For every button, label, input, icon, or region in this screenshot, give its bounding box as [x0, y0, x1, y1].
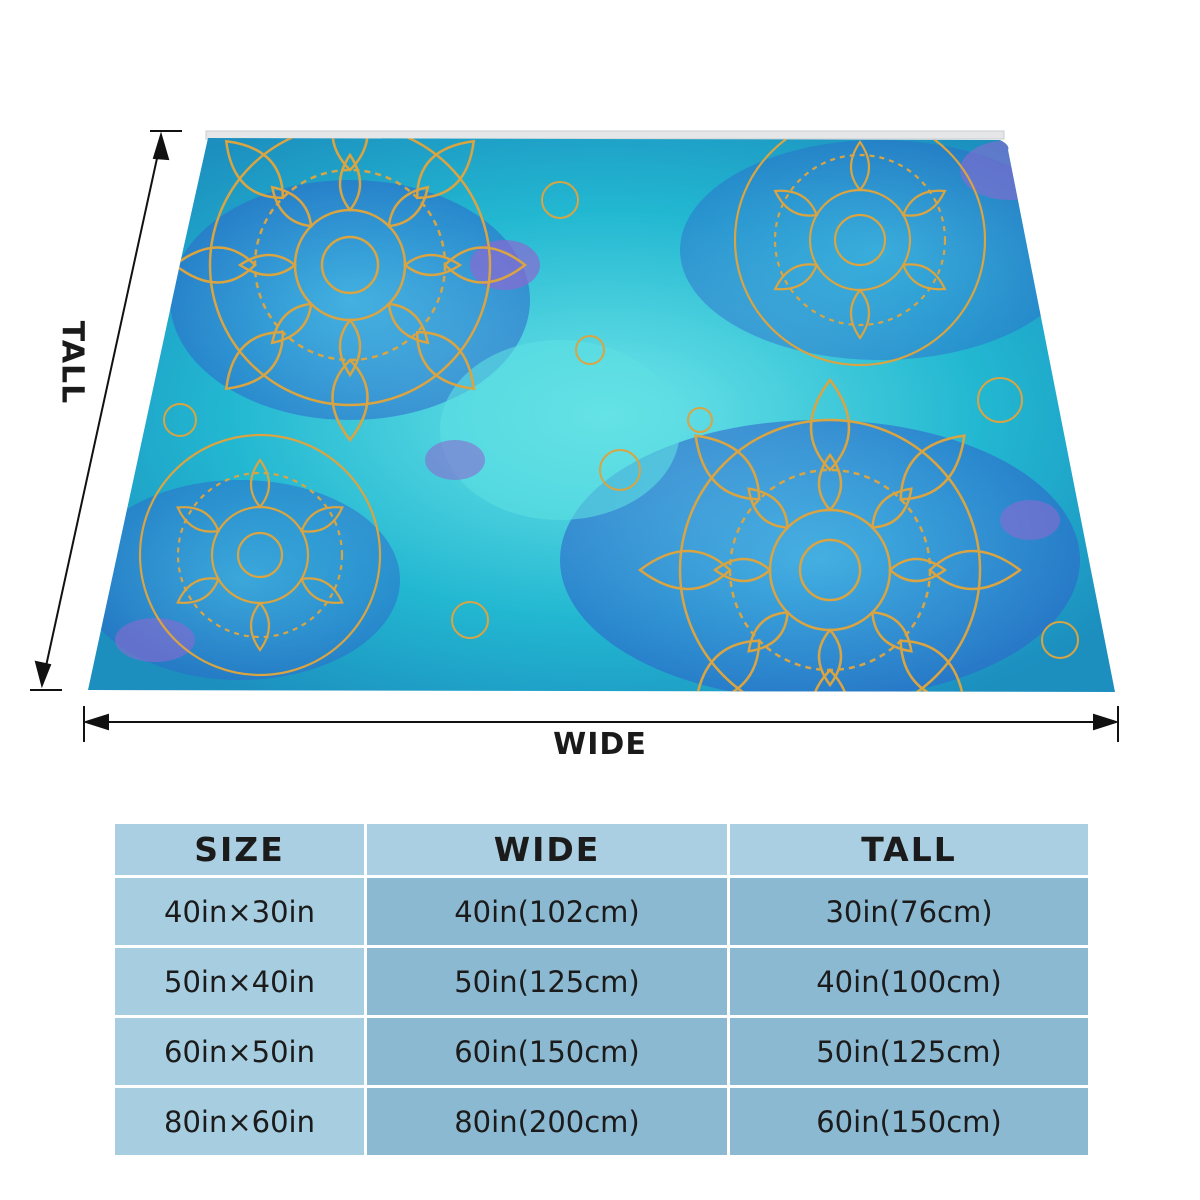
table-row: 50in×40in 50in(125cm) 40in(100cm) — [115, 948, 1088, 1015]
cell-size: 40in×30in — [115, 878, 364, 945]
table-row: 80in×60in 80in(200cm) 60in(150cm) — [115, 1088, 1088, 1155]
cell-wide: 40in(102cm) — [367, 878, 727, 945]
cell-tall: 30in(76cm) — [730, 878, 1088, 945]
size-chart-table: SIZE WIDE TALL 40in×30in 40in(102cm) 30i… — [112, 821, 1091, 1158]
cell-size: 80in×60in — [115, 1088, 364, 1155]
cell-wide: 60in(150cm) — [367, 1018, 727, 1085]
blanket-product-figure — [30, 130, 1120, 742]
cell-wide: 80in(200cm) — [367, 1088, 727, 1155]
table-row: 60in×50in 60in(150cm) 50in(125cm) — [115, 1018, 1088, 1085]
wide-dimension-label: WIDE — [553, 727, 647, 762]
cell-tall: 40in(100cm) — [730, 948, 1088, 1015]
header-wide: WIDE — [367, 824, 727, 875]
cell-wide: 50in(125cm) — [367, 948, 727, 1015]
header-tall: TALL — [730, 824, 1088, 875]
cell-tall: 60in(150cm) — [730, 1088, 1088, 1155]
cell-size: 50in×40in — [115, 948, 364, 1015]
hanging-rod — [205, 130, 1005, 140]
tall-dimension-label: TALL — [54, 320, 90, 405]
cell-tall: 50in(125cm) — [730, 1018, 1088, 1085]
table-header-row: SIZE WIDE TALL — [115, 824, 1088, 875]
table-row: 40in×30in 40in(102cm) 30in(76cm) — [115, 878, 1088, 945]
header-size: SIZE — [115, 824, 364, 875]
blanket-mandala-pattern — [88, 138, 1115, 692]
dimension-arrows — [30, 130, 1120, 742]
cell-size: 60in×50in — [115, 1018, 364, 1085]
